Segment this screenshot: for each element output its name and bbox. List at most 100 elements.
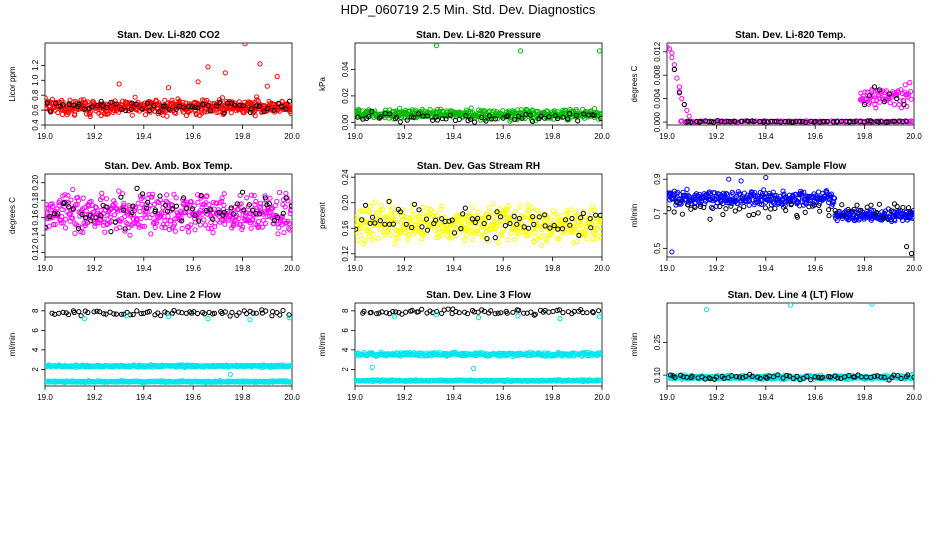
data-point-sparse [555,115,561,122]
x-tick-label: 19.0 [37,393,53,402]
data-point-sparse [145,199,151,205]
data-point-sparse [424,227,431,233]
data-point-dense [275,231,281,237]
y-tick-label: 0.008 [653,65,662,86]
data-point-top-black [269,313,275,319]
data-point-sparse [162,202,169,208]
data-point-dense [537,234,544,240]
data-point-top-black [253,310,259,316]
data-point-dense [262,220,268,227]
data-point-black [755,210,761,216]
data-point-dense [92,204,99,210]
data-point-dense [117,218,124,224]
data-point-dense [392,241,398,247]
data-point-sparse [372,220,378,226]
data-point-dense [561,230,567,236]
data-point-top-black [488,308,494,314]
data-point-dense [544,239,550,245]
panel-title: Stan. Dev. Li-820 CO2 [117,30,220,41]
x-tick-label: 19.2 [397,393,413,402]
data-point-dense [572,209,578,215]
data-point-baseline-black [697,118,703,124]
data-point-sparse [186,104,192,110]
data-point-sparse [433,114,439,120]
data-point-top-black [146,308,152,315]
x-tick-label: 19.2 [397,264,413,273]
data-point-sparse [451,230,458,236]
data-point-baseline-black [710,119,717,125]
data-point-baseline-black [824,119,830,125]
data-point-dense [289,104,292,110]
data-point-sparse [472,119,478,125]
data-point-black [900,204,906,211]
data-point-dense [438,232,444,238]
data-point-sparse [179,218,185,224]
data-point-black [768,206,774,212]
data-point-dense [148,231,154,237]
data-point-dense [272,203,278,209]
data-point-top-black [516,307,522,313]
data-point-dense [497,206,503,212]
data-point-dense [103,196,110,202]
data-point-dense [540,233,546,239]
data-point-sparse [152,207,158,213]
data-point-black [674,199,680,205]
data-point-dense [525,207,532,213]
data-point-sparse [283,195,289,201]
data-point-sparse [76,101,82,108]
data-point-sparse [377,218,383,224]
data-point-dense [525,202,531,208]
data-point-dense [127,204,133,210]
data-point-dense [549,231,555,237]
data-point-dense [259,224,265,230]
data-point-sparse [213,103,219,109]
data-point-dense [210,199,216,205]
data-point-baseline-black [885,119,891,125]
data-point-sparse [507,220,513,227]
data-point-black [720,211,726,218]
data-point-dense [395,235,401,241]
data-point-dense [111,212,118,218]
data-point-sparse [555,226,561,232]
data-point-dense [283,190,289,196]
data-point-sparse [404,117,410,123]
data-point-dense [531,239,537,245]
data-point-dense [172,228,178,234]
data-point-late-black [881,99,888,105]
x-tick-label: 19.6 [807,393,823,402]
data-point-sparse [265,105,271,112]
data-point-top-black [531,312,537,318]
data-point-early [683,193,690,200]
data-point-dense [158,213,164,219]
data-point-sparse [249,207,256,213]
data-point-sparse [567,110,573,117]
data-point-dense [149,212,155,218]
data-point-sparse [439,116,446,122]
data-point-dense [417,213,423,220]
data-point-top-cyan [165,314,172,320]
data-point-sparse [416,207,422,213]
data-point-outliers [242,43,248,47]
data-point-dense [63,216,69,222]
x-tick-label: 19.4 [136,264,152,273]
data-point-dense [482,108,488,114]
data-point-baseline-black [851,119,857,125]
data-point-dense [132,94,138,100]
data-point-black [710,205,716,211]
x-tick-label: 20.0 [284,393,300,402]
data-point-dense [580,208,586,214]
data-point-outliers [596,48,602,54]
data-point-dense [244,195,250,201]
data-point-late-bump [891,102,898,108]
plot-frame [44,42,293,126]
data-point-late-bump [871,92,878,98]
data-point-sparse [469,216,475,222]
data-point-top-black [113,311,120,317]
data-point-dense [409,214,415,220]
data-point-sparse [581,111,587,117]
data-point-black [881,215,887,221]
data-point-dense [591,207,597,213]
data-point-dense [274,198,280,205]
